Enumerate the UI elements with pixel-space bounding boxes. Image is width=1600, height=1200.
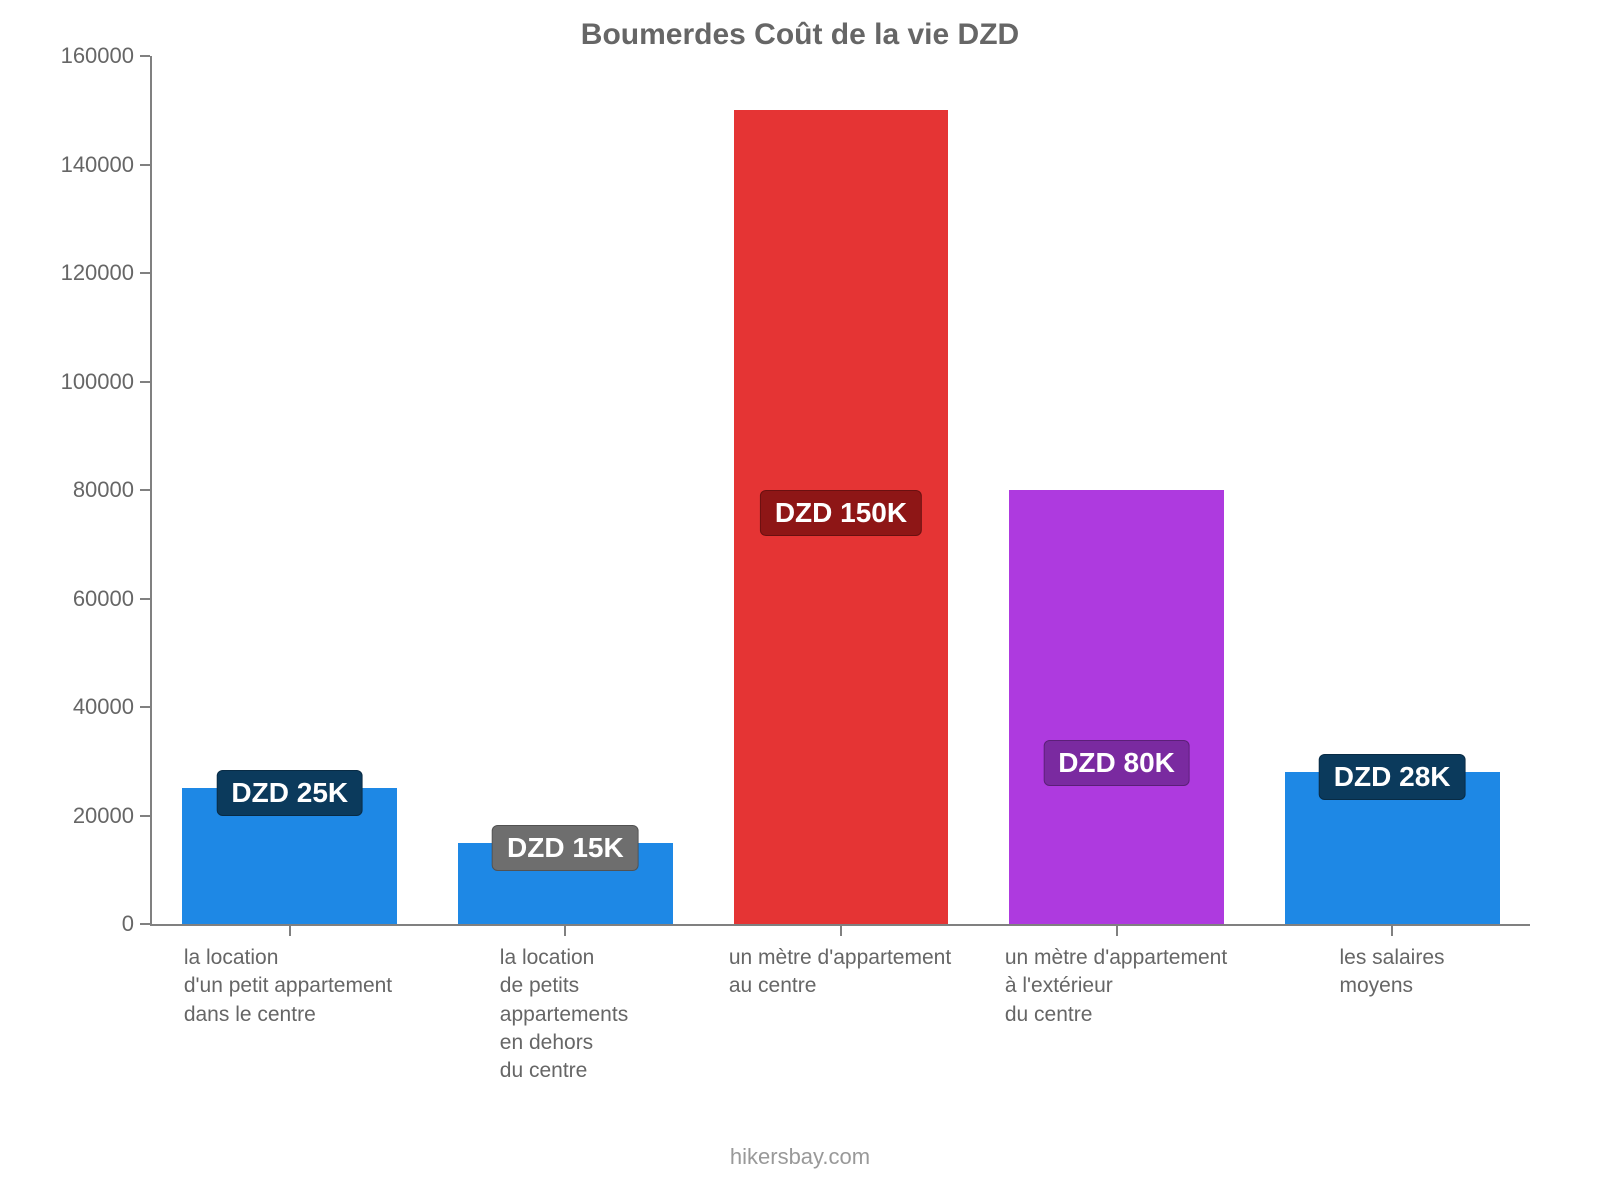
footer-credit: hikersbay.com [0, 1144, 1600, 1170]
bar-slot: DZD 15K [428, 56, 704, 924]
bar: DZD 15K [458, 843, 673, 924]
y-tick-label: 60000 [73, 586, 134, 612]
y-tick [140, 55, 150, 57]
x-label-slot: la location de petits appartements en de… [426, 944, 702, 1086]
bar: DZD 28K [1285, 772, 1500, 924]
x-tick-mark [1116, 926, 1118, 936]
x-axis-labels: la location d'un petit appartement dans … [150, 944, 1530, 1086]
y-tick-label: 0 [122, 911, 134, 937]
y-tick-label: 40000 [73, 694, 134, 720]
x-tick-mark [289, 926, 291, 936]
y-tick-label: 120000 [61, 260, 134, 286]
value-badge: DZD 28K [1319, 754, 1466, 800]
bar-slot: DZD 80K [979, 56, 1255, 924]
bar: DZD 150K [734, 110, 949, 924]
x-tick-slot [1254, 926, 1530, 936]
bars-area: DZD 25K DZD 15K DZD 150K DZD 80K DZD 28K [152, 56, 1530, 924]
x-tick-slot [428, 926, 704, 936]
value-badge: DZD 80K [1043, 740, 1190, 786]
x-axis-label: un mètre d'appartement au centre [729, 944, 951, 1086]
x-tick-mark [1391, 926, 1393, 936]
bar: DZD 25K [182, 788, 397, 924]
y-tick-label: 80000 [73, 477, 134, 503]
chart-container: Boumerdes Coût de la vie DZD DZD 25KDZD … [40, 10, 1560, 1090]
y-tick-label: 160000 [61, 43, 134, 69]
x-ticks [152, 926, 1530, 936]
value-badge: DZD 15K [492, 825, 639, 871]
value-badge: DZD 150K [760, 490, 922, 536]
x-label-slot: les salaires moyens [1254, 944, 1530, 1086]
x-tick-slot [979, 926, 1255, 936]
x-label-slot: un mètre d'appartement à l'extérieur du … [978, 944, 1254, 1086]
y-tick [140, 923, 150, 925]
y-tick-label: 20000 [73, 803, 134, 829]
value-badge: DZD 25K [216, 770, 363, 816]
plot-area: DZD 25KDZD 15KDZD 150KDZD 80KDZD 28K 020… [150, 56, 1530, 926]
x-tick-slot [703, 926, 979, 936]
y-tick [140, 272, 150, 274]
y-tick [140, 381, 150, 383]
y-tick [140, 598, 150, 600]
y-tick-label: 100000 [61, 369, 134, 395]
bar-slot: DZD 25K [152, 56, 428, 924]
y-tick [140, 706, 150, 708]
x-tick-slot [152, 926, 428, 936]
y-tick-label: 140000 [61, 152, 134, 178]
x-axis-label: les salaires moyens [1339, 944, 1444, 1086]
chart-title: Boumerdes Coût de la vie DZD [40, 10, 1560, 56]
y-tick [140, 489, 150, 491]
y-tick [140, 164, 150, 166]
x-axis-label: la location de petits appartements en de… [500, 944, 628, 1086]
bar-slot: DZD 150K [703, 56, 979, 924]
bar-slot: DZD 28K [1254, 56, 1530, 924]
y-tick [140, 815, 150, 817]
x-tick-mark [564, 926, 566, 936]
bar: DZD 80K [1009, 490, 1224, 924]
x-axis-label: un mètre d'appartement à l'extérieur du … [1005, 944, 1227, 1086]
x-axis-label: la location d'un petit appartement dans … [184, 944, 392, 1086]
x-label-slot: un mètre d'appartement au centre [702, 944, 978, 1086]
x-tick-mark [840, 926, 842, 936]
x-label-slot: la location d'un petit appartement dans … [150, 944, 426, 1086]
